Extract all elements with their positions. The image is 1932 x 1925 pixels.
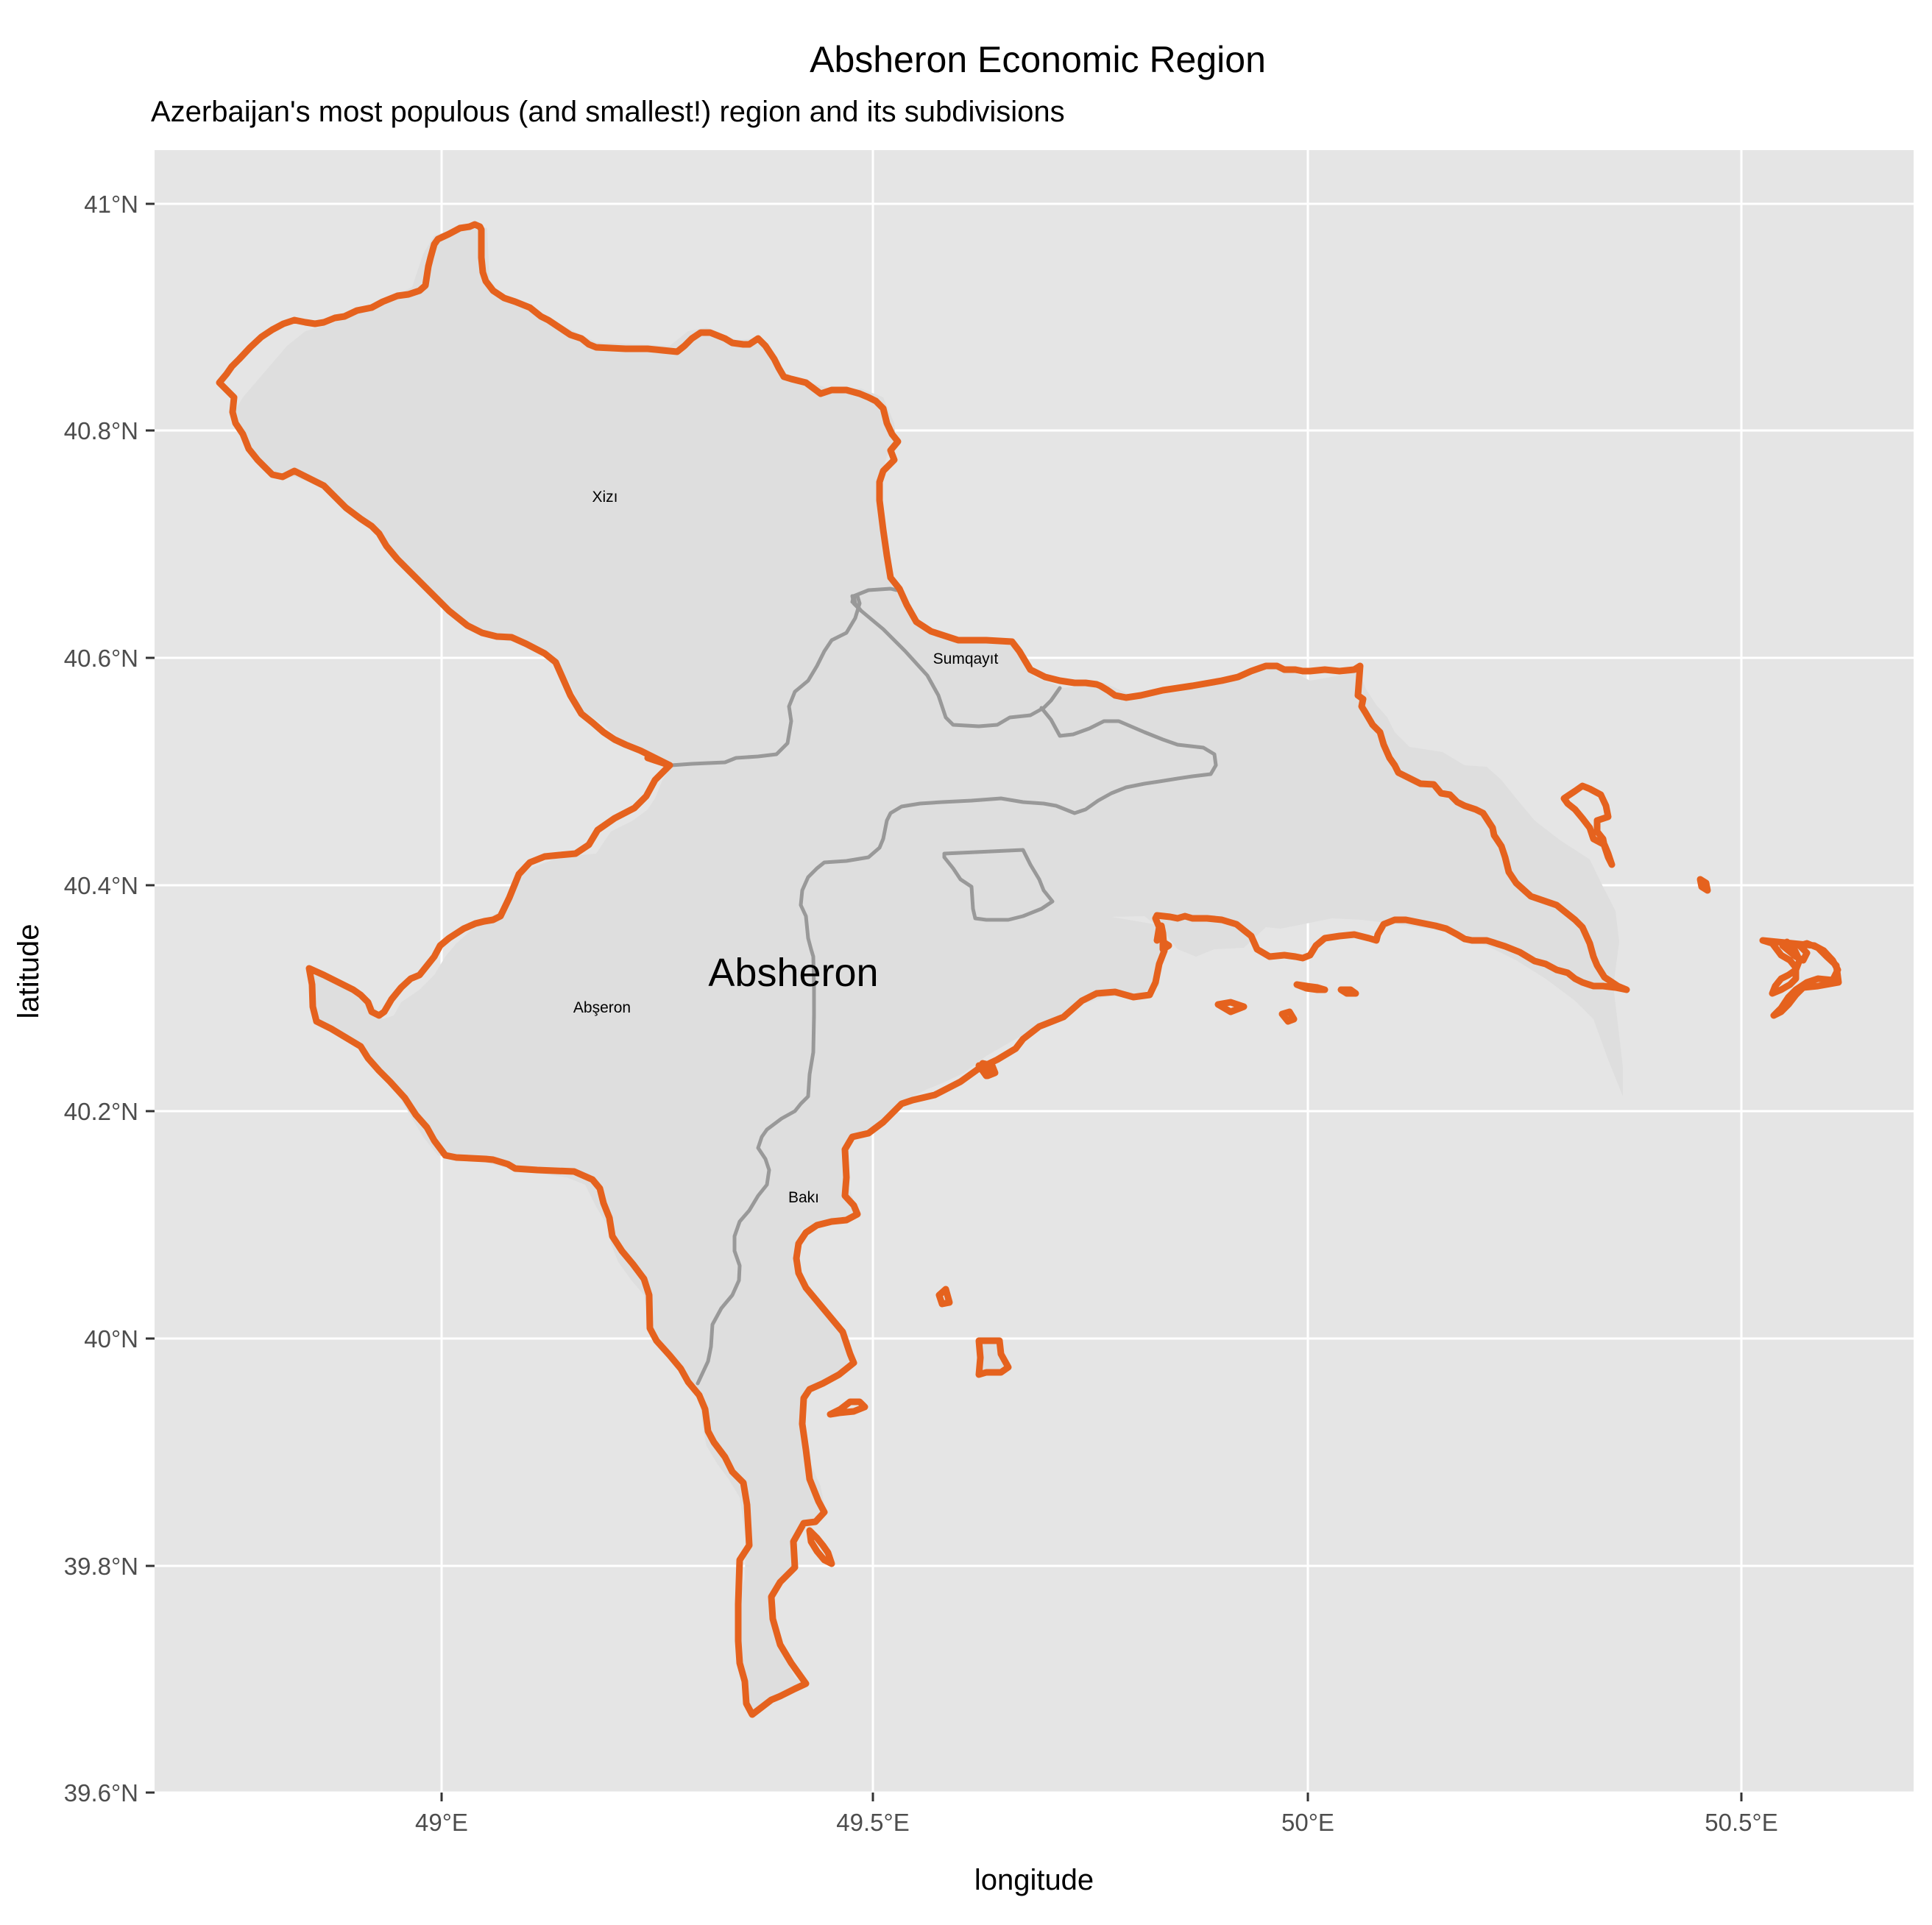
label-xizi: Xizı [592,489,618,506]
border-sumqayit-west [852,601,1062,728]
outline-islet-5 [1278,1008,1298,1025]
y-tick-label-40-6: 40.6°N [64,645,138,672]
y-axis: 39.6°N 39.8°N 40°N 40.2°N 40.4°N 40.6°N … [64,191,155,1807]
outline-islet-2 [1696,876,1711,894]
land-fill [234,224,1623,1715]
x-tick-label-50-5: 50.5°E [1705,1809,1777,1836]
outline-islet-8 [1159,938,1172,953]
label-baki: Bakı [788,1189,819,1206]
border-sumqayit-north [850,586,899,604]
x-axis-title: longitude [974,1864,1094,1896]
y-tick-label-39-6: 39.6°N [64,1779,138,1807]
outline-islet-3 [1759,937,1842,1019]
y-tick-label-41: 41°N [84,191,138,218]
x-axis: 49°E 49.5°E 50°E 50.5°E [415,1793,1778,1836]
label-region-absheron: Absheron [708,951,878,995]
outline-main [216,221,1630,1718]
y-tick-label-40: 40°N [84,1325,138,1353]
outline-northern-border-upper [644,754,673,769]
outline-islet-7 [1337,986,1359,997]
outline-islet-1 [1560,782,1616,868]
x-tick-label-49-5: 49.5°E [836,1809,909,1836]
map-subtitle: Azerbaijan's most populous (and smallest… [151,96,1065,128]
y-tick-label-40-2: 40.2°N [64,1098,138,1125]
x-tick-label-50: 50°E [1281,1809,1334,1836]
outline-islet-13 [806,1527,835,1567]
outline-islet-12 [827,1398,868,1418]
y-axis-title: latitude [13,924,45,1019]
outline-islet-6 [1293,981,1328,993]
land-islet-south [977,1339,1010,1376]
outline-islet-14 [979,1060,999,1080]
land-main [234,224,1623,1715]
border-inner-lake [942,848,1055,922]
outline-islet-11 [975,1337,1012,1378]
border-sumqayit-east [696,706,1218,1386]
outline-islet-4 [1214,999,1248,1015]
subdivision-borders [669,586,1218,1386]
map-title: Absheron Economic Region [810,39,1266,80]
region-outline [216,221,1842,1718]
y-tick-label-40-4: 40.4°N [64,872,138,899]
label-sumqayit: Sumqayıt [933,650,999,667]
label-abseron: Abşeron [573,999,631,1016]
x-tick-label-49: 49°E [415,1809,468,1836]
outline-islet-10 [935,1286,953,1308]
y-tick-label-39-8: 39.8°N [64,1553,138,1580]
y-tick-label-40-8: 40.8°N [64,417,138,444]
